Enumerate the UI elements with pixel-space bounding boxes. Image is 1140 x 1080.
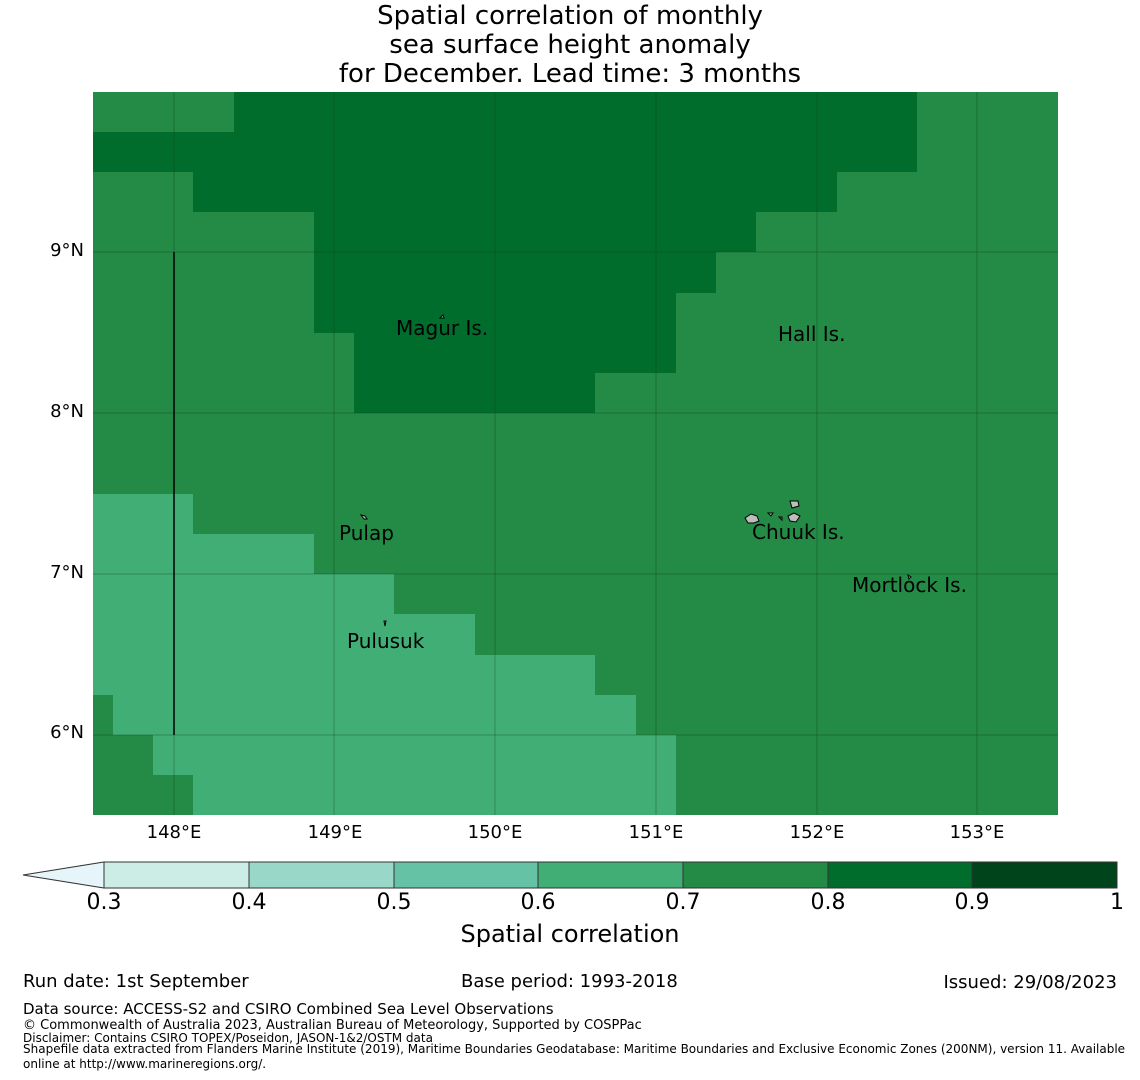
island-magur: [438, 314, 445, 319]
colorbar-tick-0-3: 0.3: [86, 890, 122, 915]
lat-label-7n: 7°N: [50, 562, 84, 583]
island-pulusuk: [383, 620, 387, 627]
lon-label-153e: 153°E: [949, 822, 1005, 843]
colorbar-bin-0-5: [393, 861, 539, 889]
islands: [359, 314, 912, 627]
lon-label-151e: 151°E: [628, 822, 684, 843]
colorbar-tick-0-9: 0.9: [954, 890, 990, 915]
lat-label-6n: 6°N: [50, 722, 84, 743]
shapefile-credit: Shapefile data extracted from Flanders M…: [23, 1042, 1126, 1071]
map-title: Spatial correlation of monthly sea surfa…: [0, 2, 1140, 89]
run-date: Run date: 1st September: [23, 971, 249, 992]
label-pulap: Pulap: [339, 521, 394, 545]
colorbar-extend-arrow: [22, 861, 105, 889]
lat-label-9n: 9°N: [50, 240, 84, 261]
colorbar-bin-0-4: [248, 861, 395, 889]
label-chuuk: Chuuk Is.: [752, 520, 845, 544]
colorbar-tick-0-4: 0.4: [231, 890, 267, 915]
title-line-3: for December. Lead time: 3 months: [338, 59, 802, 89]
island-mortlock: [907, 573, 912, 580]
lon-label-149e: 149°E: [307, 822, 363, 843]
issued-date: Issued: 29/08/2023: [943, 972, 1117, 993]
lon-label-148e: 148°E: [146, 822, 202, 843]
lon-label-152e: 152°E: [789, 822, 845, 843]
island-chuuk-1: [744, 513, 760, 524]
island-chuuk-4: [787, 512, 801, 523]
label-pulusuk: Pulusuk: [347, 629, 425, 653]
colorbar-tick-1: 1: [1110, 890, 1124, 915]
base-period: Base period: 1993-2018: [461, 971, 678, 992]
label-magur: Magur Is.: [396, 316, 488, 340]
colorbar-tick-0-7: 0.7: [665, 890, 701, 915]
data-source: Data source: ACCESS-S2 and CSIRO Combine…: [23, 1000, 554, 1018]
colorbar: [22, 861, 1118, 889]
island-chuuk-2: [766, 512, 774, 517]
colorbar-tick-0-5: 0.5: [376, 890, 412, 915]
lat-label-8n: 8°N: [50, 401, 84, 422]
copyright: © Commonwealth of Australia 2023, Austra…: [23, 1018, 642, 1033]
island-chuuk-3: [789, 500, 800, 509]
disclaimer: Disclaimer: Contains CSIRO TOPEX/Poseido…: [23, 1031, 433, 1045]
label-mortlock: Mortlock Is.: [852, 573, 967, 597]
colorbar-tick-0-8: 0.8: [810, 890, 846, 915]
colorbar-bin-0-3: [103, 861, 250, 889]
gridlines: [93, 92, 1058, 815]
title-line-1: Spatial correlation of monthly: [377, 1, 763, 31]
island-chuuk-5: [777, 516, 783, 522]
lon-label-150e: 150°E: [467, 822, 523, 843]
title-line-2: sea surface height anomaly: [389, 30, 751, 60]
colorbar-bin-0-6: [537, 861, 684, 889]
island-pulap: [359, 514, 368, 520]
map-panel: Magur Is. Hall Is. Pulap Chuuk Is. Mortl…: [93, 92, 1058, 815]
colorbar-bin-0-8: [827, 861, 973, 889]
region-corr-0-6-0-7: [93, 494, 676, 815]
colorbar-bin-0-9: [971, 861, 1118, 889]
colorbar-bin-0-7: [682, 861, 829, 889]
region-corr-0-8-0-9: [93, 92, 917, 413]
colorbar-tick-0-6: 0.6: [520, 890, 556, 915]
label-hall: Hall Is.: [778, 322, 845, 346]
colorbar-title: Spatial correlation: [460, 920, 680, 948]
